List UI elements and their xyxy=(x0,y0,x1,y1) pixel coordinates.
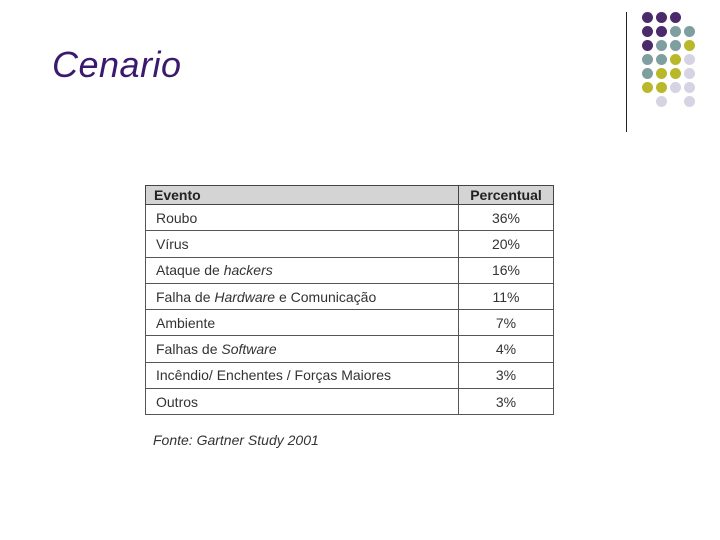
decoration-dot xyxy=(684,82,695,93)
cell-evento: Vírus xyxy=(145,230,459,258)
decoration-dot xyxy=(670,12,681,23)
evento-text: Hardware xyxy=(214,288,276,305)
decoration-dot xyxy=(684,96,695,107)
cell-percentual: 16% xyxy=(458,256,554,284)
decoration-dot xyxy=(670,82,681,93)
evento-text: Falhas de xyxy=(156,341,222,358)
decoration-dot xyxy=(656,82,667,93)
evento-text: Ambiente xyxy=(156,314,216,331)
evento-text: hackers xyxy=(223,262,273,279)
decoration-dot xyxy=(642,54,653,65)
evento-text: Outros xyxy=(156,393,199,410)
cell-percentual: 20% xyxy=(458,230,554,258)
decoration-dot xyxy=(670,54,681,65)
events-table: Evento Percentual Roubo 36% Vírus 20% Ataque… xyxy=(145,185,554,416)
decoration-dot xyxy=(642,82,653,93)
evento-text: Software xyxy=(221,341,277,358)
evento-text: Incêndio/ Enchentes / Forças Maiores xyxy=(156,367,392,384)
cell-percentual: 3% xyxy=(458,388,554,416)
cell-percentual: 7% xyxy=(458,309,554,337)
decoration-dot xyxy=(684,40,695,51)
decoration-dot xyxy=(656,96,667,107)
decoration-dot xyxy=(642,26,653,37)
table-row: Ambiente 7% xyxy=(145,309,554,337)
cell-evento: Outros xyxy=(145,388,459,416)
table-row: Vírus 20% xyxy=(145,230,554,258)
cell-evento: Ataque de hackers xyxy=(145,256,459,284)
cell-evento: Ambiente xyxy=(145,309,459,337)
source-caption: Fonte: Gartner Study 2001 xyxy=(153,432,319,448)
decoration-dot xyxy=(670,68,681,79)
table-row: Falha de Hardware e Comunicação 11% xyxy=(145,282,554,311)
evento-text: Vírus xyxy=(156,235,189,252)
decoration-dot xyxy=(670,40,681,51)
cell-percentual: 4% xyxy=(458,335,554,363)
decoration-dot xyxy=(656,68,667,79)
table-row: Incêndio/ Enchentes / Forças Maiores 3% xyxy=(145,361,554,390)
cell-evento: Falha de Hardware e Comunicação xyxy=(145,282,459,311)
decoration-dot xyxy=(642,12,653,23)
decoration-dot xyxy=(656,26,667,37)
decoration-dot xyxy=(670,26,681,37)
cell-evento: Falhas de Software xyxy=(145,335,459,363)
decoration-dot xyxy=(684,26,695,37)
cell-percentual: 3% xyxy=(458,361,554,390)
decoration-dot xyxy=(656,54,667,65)
evento-text: Roubo xyxy=(156,209,198,226)
cell-evento: Roubo xyxy=(145,203,459,232)
cell-percentual: 11% xyxy=(458,282,554,311)
table-row: Roubo 36% xyxy=(145,203,554,232)
table-body: Roubo 36% Vírus 20% Ataque de hackers 16% Falh… xyxy=(145,203,554,416)
decoration-dot xyxy=(656,12,667,23)
decoration-dot xyxy=(656,40,667,51)
decoration-dot xyxy=(642,68,653,79)
decoration-divider xyxy=(626,12,627,132)
table-row: Ataque de hackers 16% xyxy=(145,256,554,284)
table-row: Falhas de Software 4% xyxy=(145,335,554,363)
cell-percentual: 36% xyxy=(458,203,554,232)
evento-text: Ataque de xyxy=(156,262,224,279)
cell-evento: Incêndio/ Enchentes / Forças Maiores xyxy=(145,361,459,390)
decoration-dot xyxy=(684,68,695,79)
slide-title: Cenario xyxy=(52,44,182,85)
table-row: Outros 3% xyxy=(145,388,554,416)
evento-text: Falha de xyxy=(156,288,215,305)
column-header-percentual: Percentual xyxy=(458,185,554,205)
table-header-row: Evento Percentual xyxy=(145,185,554,205)
evento-text: e Comunicação xyxy=(275,288,377,305)
column-header-evento: Evento xyxy=(145,185,459,205)
decoration-dot xyxy=(642,40,653,51)
events-table-container: Evento Percentual Roubo 36% Vírus 20% Ataque… xyxy=(145,185,554,416)
decoration-dot xyxy=(684,54,695,65)
